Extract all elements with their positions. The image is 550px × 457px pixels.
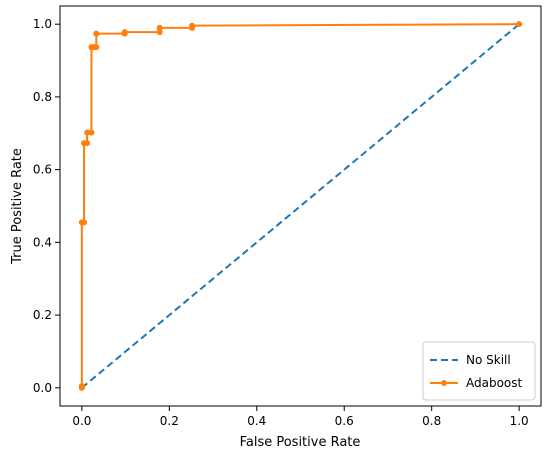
series-layer bbox=[78, 21, 523, 391]
x-tick-label: 0.0 bbox=[72, 414, 91, 428]
x-tick-label: 1.0 bbox=[510, 414, 529, 428]
y-axis-ticks: 0.0 0.2 0.4 0.6 0.8 1.0 bbox=[33, 17, 60, 395]
adaboost-point bbox=[156, 29, 163, 36]
y-tick-label: 0.4 bbox=[33, 235, 52, 249]
legend-label-no-skill: No Skill bbox=[466, 353, 511, 367]
adaboost-point bbox=[78, 383, 85, 389]
adaboost-point bbox=[88, 129, 95, 136]
x-axis-ticks: 0.0 0.2 0.4 0.6 0.8 1.0 bbox=[72, 406, 529, 428]
legend-items: No Skill Adaboost bbox=[430, 353, 523, 390]
x-axis-label: False Positive Rate bbox=[240, 435, 361, 450]
plot-area-frame bbox=[59, 5, 542, 407]
adaboost-point bbox=[93, 44, 100, 51]
adaboost-point bbox=[516, 21, 523, 28]
y-tick-label: 0.2 bbox=[33, 308, 52, 322]
y-tick-label: 1.0 bbox=[33, 17, 52, 31]
adaboost-point bbox=[189, 22, 196, 29]
adaboost-point bbox=[81, 219, 88, 226]
y-tick-label: 0.8 bbox=[33, 90, 52, 104]
adaboost-point bbox=[121, 29, 128, 36]
legend-marker-adaboost bbox=[441, 380, 447, 386]
legend-box bbox=[422, 341, 536, 401]
adaboost-point bbox=[84, 129, 91, 136]
adaboost-point bbox=[84, 140, 91, 147]
legend: No Skill Adaboost bbox=[422, 341, 536, 401]
x-tick-label: 0.2 bbox=[160, 414, 179, 428]
adaboost-line bbox=[80, 23, 520, 388]
y-tick-label: 0.6 bbox=[33, 163, 52, 177]
y-axis-label: True Positive Rate bbox=[10, 148, 25, 265]
adaboost-point bbox=[156, 24, 163, 31]
legend-label-adaboost: Adaboost bbox=[466, 376, 523, 390]
x-tick-label: 0.8 bbox=[422, 414, 441, 428]
adaboost-point bbox=[93, 30, 100, 37]
x-tick-label: 0.4 bbox=[247, 414, 266, 428]
no-skill-line bbox=[81, 23, 520, 389]
y-tick-label: 0.0 bbox=[33, 381, 52, 395]
x-tick-label: 0.6 bbox=[335, 414, 354, 428]
